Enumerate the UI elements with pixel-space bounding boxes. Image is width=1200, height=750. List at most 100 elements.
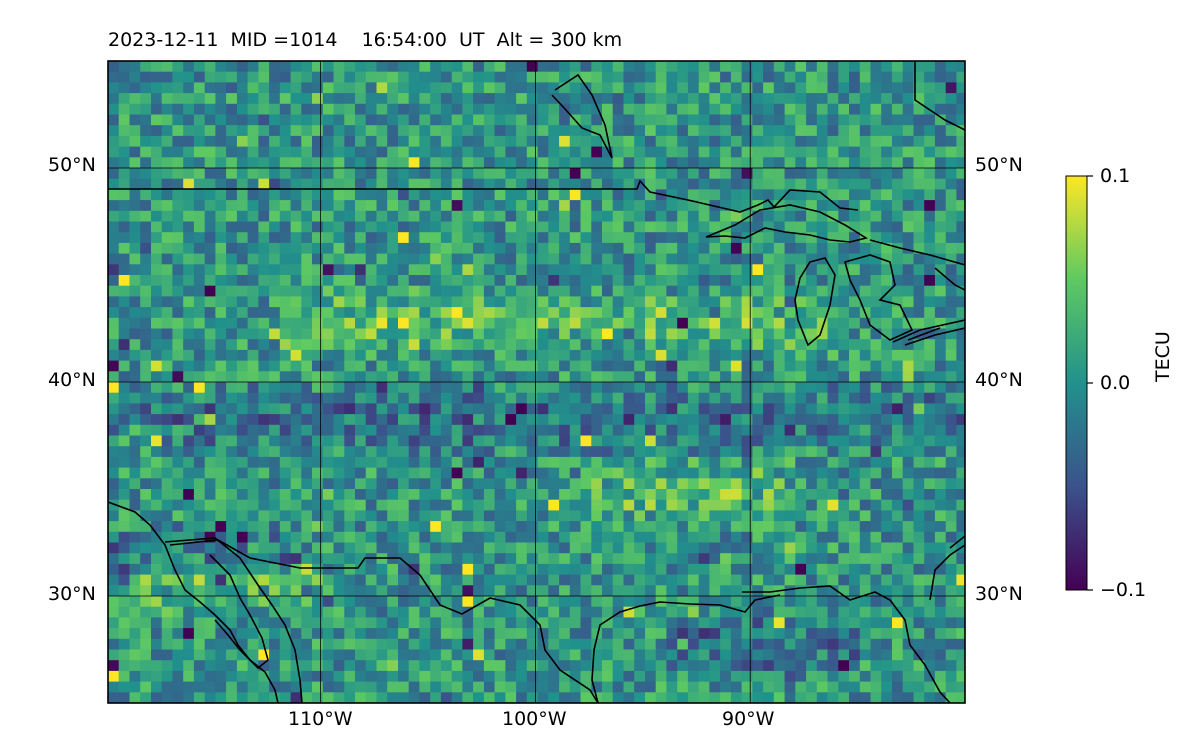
heatmap-cell <box>612 435 624 447</box>
heatmap-cell <box>462 478 474 490</box>
heatmap-cell <box>204 531 216 544</box>
heatmap-cell <box>870 210 882 223</box>
heatmap-cell <box>494 681 506 693</box>
heatmap-cell <box>934 681 947 693</box>
heatmap-cell <box>258 61 270 73</box>
heatmap-cell <box>623 125 635 137</box>
heatmap-cell <box>720 424 732 437</box>
heatmap-cell <box>859 563 872 576</box>
heatmap-cell <box>892 670 904 683</box>
heatmap-cell <box>806 264 818 276</box>
heatmap-cell <box>258 456 270 469</box>
heatmap-cell <box>140 403 152 415</box>
heatmap-cell <box>387 61 399 73</box>
heatmap-cell <box>537 414 549 426</box>
heatmap-cell <box>623 478 635 490</box>
heatmap-cell <box>956 638 965 651</box>
heatmap-cell <box>859 82 872 94</box>
heatmap-cell <box>763 606 775 618</box>
heatmap-cell <box>881 168 893 180</box>
heatmap-cell <box>333 681 345 693</box>
heatmap-cell <box>494 499 506 511</box>
heatmap-cell <box>816 424 829 437</box>
heatmap-cell <box>387 307 399 319</box>
heatmap-cell <box>430 189 442 201</box>
heatmap-cell <box>290 135 302 148</box>
heatmap-cell <box>204 168 216 180</box>
heatmap-cell <box>161 93 173 105</box>
heatmap-cell <box>709 242 721 255</box>
heatmap-cell <box>419 606 431 618</box>
heatmap-cell <box>827 93 839 105</box>
heatmap-cell <box>204 617 216 629</box>
heatmap-cell <box>827 531 839 544</box>
heatmap-cell <box>752 307 764 319</box>
heatmap-cell <box>859 242 872 255</box>
heatmap-cell <box>355 135 367 148</box>
heatmap-cell <box>816 574 829 586</box>
heatmap-cell <box>355 307 367 319</box>
heatmap-cell <box>913 617 925 629</box>
heatmap-cell <box>451 93 463 105</box>
heatmap-cell <box>526 242 539 255</box>
heatmap-cell <box>322 617 335 629</box>
heatmap-cell <box>677 606 689 618</box>
heatmap-cell <box>773 435 786 447</box>
heatmap-cell <box>376 467 388 479</box>
heatmap-cell <box>204 360 216 372</box>
heatmap-cell <box>569 275 582 287</box>
heatmap-cell <box>505 157 517 169</box>
heatmap-cell <box>451 349 463 362</box>
heatmap-cell <box>118 467 130 479</box>
heatmap-cell <box>376 296 388 308</box>
heatmap-cell <box>301 253 313 265</box>
heatmap-cell <box>440 178 453 190</box>
heatmap-cell <box>236 392 249 404</box>
heatmap-cell <box>312 628 324 640</box>
heatmap-cell <box>236 296 249 308</box>
heatmap-cell <box>204 585 216 597</box>
heatmap-cell <box>247 317 259 330</box>
heatmap-cell <box>129 478 141 490</box>
heatmap-cell <box>473 456 485 469</box>
heatmap-cell <box>269 135 281 148</box>
heatmap-cell <box>945 189 957 201</box>
heatmap-cell <box>881 403 893 415</box>
heatmap-cell <box>355 606 367 618</box>
heatmap-cell <box>193 61 206 73</box>
heatmap-cell <box>795 649 807 661</box>
heatmap-cell <box>387 670 399 683</box>
heatmap-cell <box>344 489 356 501</box>
heatmap-cell <box>129 403 141 415</box>
heatmap-cell <box>645 596 657 608</box>
heatmap-cell <box>505 489 517 501</box>
heatmap-cell <box>602 114 614 126</box>
heatmap-cell <box>301 499 313 511</box>
heatmap-cell <box>226 221 238 233</box>
heatmap-cell <box>494 253 506 265</box>
heatmap-cell <box>838 403 850 415</box>
heatmap-cell <box>279 307 292 319</box>
heatmap-cell <box>730 328 743 340</box>
heatmap-cell <box>892 339 904 351</box>
heatmap-cell <box>419 478 431 490</box>
heatmap-cell <box>945 71 957 83</box>
heatmap-cell <box>849 114 861 126</box>
heatmap-cell <box>645 649 657 661</box>
heatmap-cell <box>376 285 388 297</box>
heatmap-cell <box>473 317 485 330</box>
heatmap-cell <box>226 317 238 330</box>
heatmap-cell <box>247 253 259 265</box>
heatmap-cell <box>462 339 474 351</box>
heatmap-cell <box>956 135 965 148</box>
heatmap-cell <box>322 221 335 233</box>
heatmap-cell <box>752 382 764 394</box>
heatmap-cell <box>269 585 281 597</box>
heatmap-cell <box>730 574 743 586</box>
heatmap-cell <box>419 232 431 244</box>
heatmap-cell <box>892 317 904 330</box>
heatmap-cell <box>709 403 721 415</box>
heatmap-cell <box>806 157 818 169</box>
heatmap-cell <box>494 221 506 233</box>
heatmap-cell <box>193 563 206 576</box>
